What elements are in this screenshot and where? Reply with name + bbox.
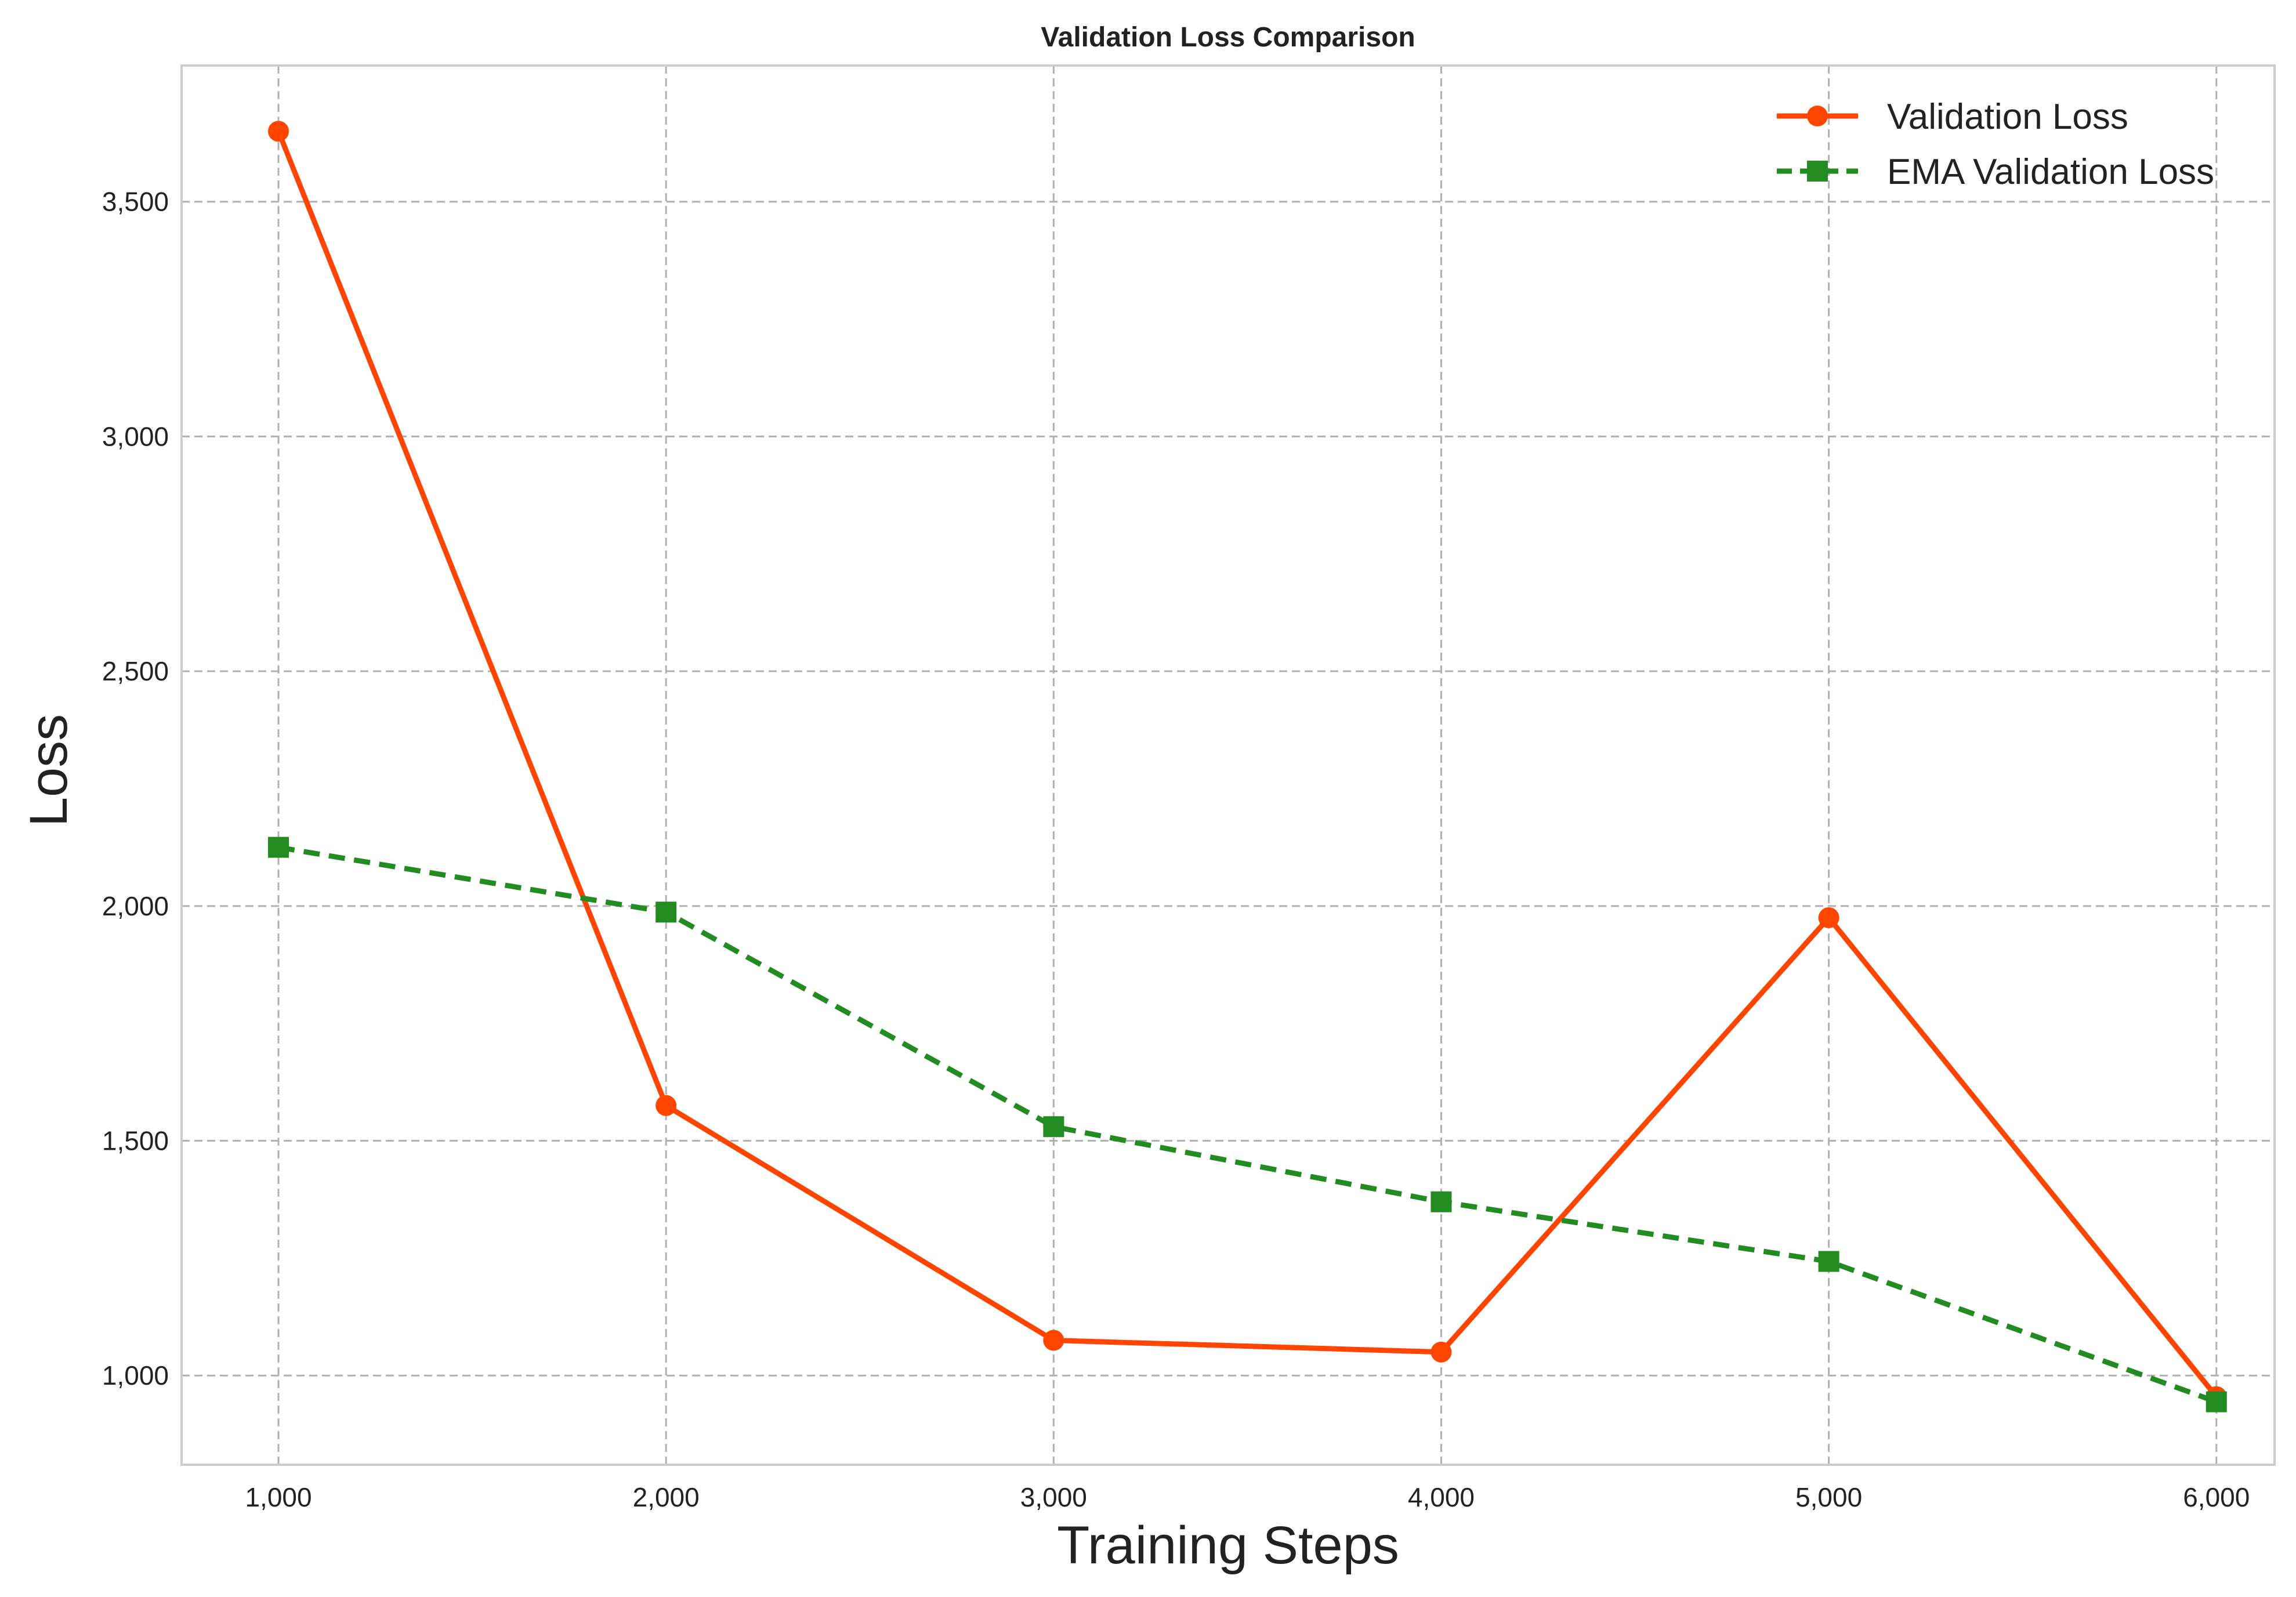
x-axis-ticks: 1,000 2,000 3,000 4,000 5,000 6,000 bbox=[245, 1482, 2250, 1512]
series-layer bbox=[268, 121, 2227, 1413]
x-tick-label: 4,000 bbox=[1408, 1482, 1475, 1512]
series-line-validation-loss bbox=[276, 130, 2219, 1399]
y-tick-label: 2,500 bbox=[102, 656, 169, 686]
legend: Validation Loss EMA Validation Loss bbox=[1777, 97, 2214, 192]
data-point-ema-validation-loss bbox=[268, 836, 289, 858]
y-axis-ticks: 1,000 1,500 2,000 2,500 3,000 3,500 bbox=[102, 187, 169, 1390]
legend-marker-ema-validation-loss bbox=[1807, 161, 1828, 182]
x-tick-label: 1,000 bbox=[245, 1482, 312, 1512]
y-tick-label: 2,000 bbox=[102, 891, 169, 921]
legend-marker-validation-loss bbox=[1807, 106, 1828, 126]
data-point-ema-validation-loss bbox=[1043, 1116, 1064, 1138]
legend-entry-validation-loss: Validation Loss bbox=[1777, 97, 2128, 137]
x-axis-label: Training Steps bbox=[1057, 1516, 1399, 1575]
legend-entry-ema-validation-loss: EMA Validation Loss bbox=[1777, 152, 2214, 192]
series-line-ema-validation-loss bbox=[278, 845, 2218, 1404]
x-tick-label: 6,000 bbox=[2183, 1482, 2250, 1512]
grid bbox=[182, 66, 2275, 1465]
data-point-ema-validation-loss bbox=[656, 901, 677, 923]
legend-label-validation-loss: Validation Loss bbox=[1887, 97, 2128, 137]
data-point-ema-validation-loss bbox=[1431, 1191, 1452, 1212]
legend-label-ema-validation-loss: EMA Validation Loss bbox=[1887, 152, 2214, 192]
data-point-ema-validation-loss bbox=[1818, 1251, 1839, 1272]
plot-frame bbox=[180, 64, 2276, 1466]
y-axis-label: Loss bbox=[19, 714, 78, 827]
chart-title: Validation Loss Comparison bbox=[1041, 22, 1415, 53]
data-point-validation-loss bbox=[1043, 1330, 1064, 1351]
y-tick-label: 3,000 bbox=[102, 421, 169, 451]
y-tick-label: 1,000 bbox=[102, 1360, 169, 1390]
y-tick-label: 3,500 bbox=[102, 187, 169, 217]
x-tick-label: 5,000 bbox=[1795, 1482, 1862, 1512]
data-point-validation-loss bbox=[1431, 1341, 1452, 1363]
x-tick-label: 2,000 bbox=[633, 1482, 700, 1512]
data-point-ema-validation-loss bbox=[2206, 1391, 2227, 1413]
y-tick-label: 1,500 bbox=[102, 1126, 169, 1156]
data-point-validation-loss bbox=[268, 121, 289, 142]
data-point-validation-loss bbox=[1818, 907, 1839, 929]
x-tick-label: 3,000 bbox=[1020, 1482, 1087, 1512]
data-point-validation-loss bbox=[656, 1095, 677, 1116]
